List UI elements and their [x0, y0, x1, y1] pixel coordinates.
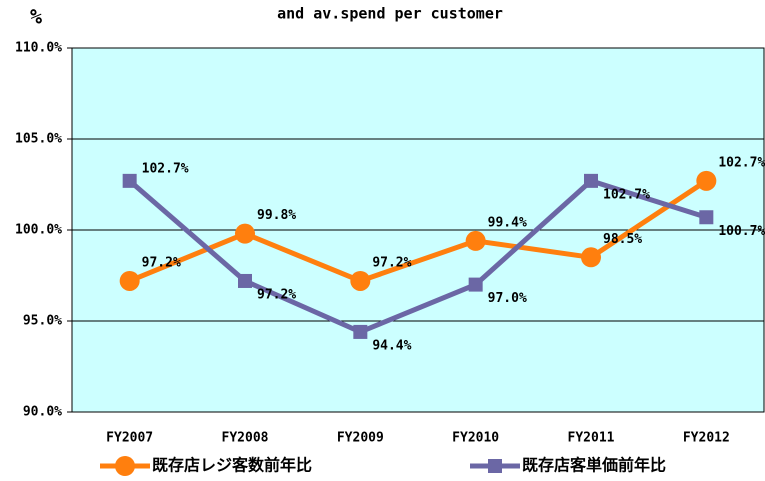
data-label: 102.7%	[142, 161, 189, 176]
data-label: 102.7%	[603, 187, 650, 202]
y-tick-label: 90.0%	[23, 405, 62, 420]
data-point	[581, 247, 601, 268]
data-label: 97.0%	[488, 291, 527, 306]
data-label: 97.2%	[142, 255, 181, 270]
x-tick-label: FY2007	[106, 431, 153, 446]
legend-marker	[488, 459, 502, 473]
data-point	[696, 170, 717, 191]
legend-label: 既存店客単価前年比	[522, 456, 666, 475]
data-label: 97.2%	[257, 287, 296, 302]
y-tick-label: 100.0%	[15, 223, 62, 238]
y-axis-label: %	[30, 5, 42, 29]
data-point	[238, 273, 252, 288]
legend: 既存店レジ客数前年比 既存店客単価前年比	[100, 456, 666, 476]
data-label: 99.8%	[257, 208, 296, 223]
x-tick-label: FY2009	[337, 431, 384, 446]
y-tick-label: 110.0%	[15, 41, 62, 56]
data-label: 94.4%	[372, 338, 411, 353]
series-line	[128, 178, 708, 335]
data-point	[353, 324, 368, 339]
x-tick-label: FY2010	[452, 431, 499, 446]
x-tick-label: FY2008	[222, 431, 269, 446]
data-label: 97.2%	[372, 255, 411, 270]
y-tick-label: 105.0%	[15, 132, 62, 147]
data-label: 99.4%	[488, 215, 527, 230]
data-point	[699, 210, 714, 225]
data-point	[119, 270, 140, 291]
x-tick-label: FY2011	[568, 431, 615, 446]
data-point	[122, 173, 137, 188]
data-point	[350, 270, 371, 291]
chart-title: and av.spend per customer	[277, 5, 503, 23]
legend-label: 既存店レジ客数前年比	[152, 456, 312, 475]
data-point	[468, 277, 483, 292]
x-tick-label: FY2012	[683, 431, 730, 446]
series-line	[128, 178, 708, 284]
data-point	[235, 223, 255, 244]
data-point	[465, 230, 486, 251]
legend-marker	[115, 456, 135, 476]
data-label: 102.7%	[718, 155, 765, 170]
data-point	[584, 173, 598, 188]
data-label: 100.7%	[718, 224, 765, 239]
y-tick-label: 95.0%	[23, 314, 62, 329]
data-label: 98.5%	[603, 232, 642, 247]
